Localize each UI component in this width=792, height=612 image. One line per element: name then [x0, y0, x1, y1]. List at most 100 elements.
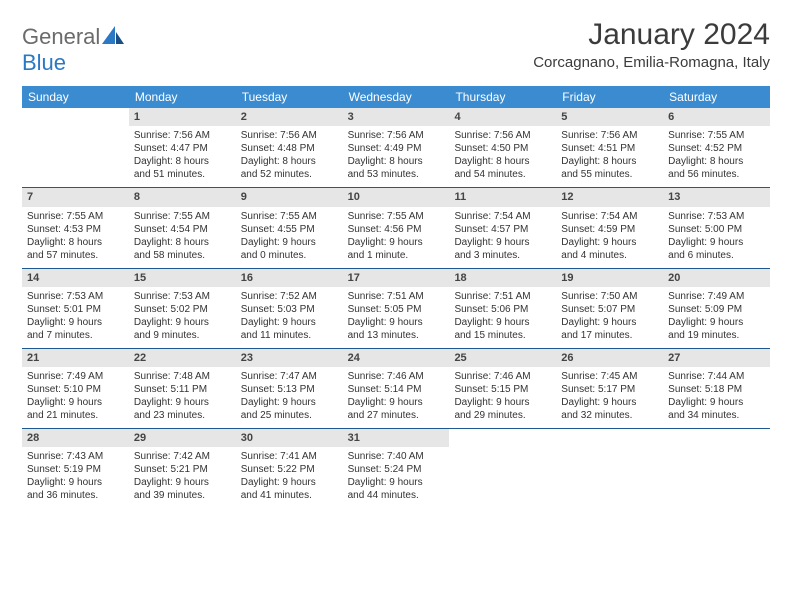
day-cell: 3Sunrise: 7:56 AMSunset: 4:49 PMDaylight… [343, 108, 450, 187]
day-number: 22 [129, 349, 236, 367]
daylight-text-1: Daylight: 9 hours [454, 316, 551, 329]
day-cell: 1 Sunrise: 7:56 AMSunset: 4:47 PMDaylight… [129, 108, 236, 187]
title-block: January 2024 Corcagnano, Emilia-Romagna,… [533, 18, 770, 71]
daylight-text-2: and 55 minutes. [561, 168, 658, 181]
sunset-text: Sunset: 5:02 PM [134, 303, 231, 316]
weeks-container: 1Sunrise: 7:56 AMSunset: 4:47 PMDaylight… [22, 108, 770, 508]
day-cell: 2Sunrise: 7:56 AMSunset: 4:48 PMDaylight… [236, 108, 343, 187]
day-cell: 7Sunrise: 7:55 AMSunset: 4:53 PMDaylight… [22, 188, 129, 267]
daylight-text-2: and 53 minutes. [348, 168, 445, 181]
day-number: 14 [22, 269, 129, 287]
day-cell: 19Sunrise: 7:50 AMSunset: 5:07 PMDayligh… [556, 269, 663, 348]
daylight-text-2: and 57 minutes. [27, 249, 124, 262]
daylight-text-2: and 7 minutes. [27, 329, 124, 342]
day-number: 17 [343, 269, 450, 287]
sunset-text: Sunset: 4:56 PM [348, 223, 445, 236]
day-number: 28 [22, 429, 129, 447]
sunrise-text: Sunrise: 7:46 AM [348, 370, 445, 383]
sunset-text: Sunset: 5:24 PM [348, 463, 445, 476]
day-header-cell: Friday [556, 86, 663, 108]
day-number: 27 [663, 349, 770, 367]
day-cell [556, 429, 663, 508]
daylight-text-1: Daylight: 8 hours [454, 155, 551, 168]
sunrise-text: Sunrise: 7:55 AM [27, 210, 124, 223]
sunset-text: Sunset: 4:47 PM [134, 142, 231, 155]
daylight-text-1: Daylight: 8 hours [348, 155, 445, 168]
sunset-text: Sunset: 5:19 PM [27, 463, 124, 476]
sunrise-text: Sunrise: 7:49 AM [668, 290, 765, 303]
daylight-text-2: and 36 minutes. [27, 489, 124, 502]
day-cell: 18Sunrise: 7:51 AMSunset: 5:06 PMDayligh… [449, 269, 556, 348]
sunrise-text: Sunrise: 7:56 AM [134, 129, 231, 142]
day-number: 26 [556, 349, 663, 367]
sunset-text: Sunset: 4:59 PM [561, 223, 658, 236]
sunrise-text: Sunrise: 7:53 AM [134, 290, 231, 303]
daylight-text-2: and 17 minutes. [561, 329, 658, 342]
day-cell: 9Sunrise: 7:55 AMSunset: 4:55 PMDaylight… [236, 188, 343, 267]
daylight-text-1: Daylight: 9 hours [134, 396, 231, 409]
sunset-text: Sunset: 5:10 PM [27, 383, 124, 396]
daylight-text-2: and 21 minutes. [27, 409, 124, 422]
week-row: 28Sunrise: 7:43 AMSunset: 5:19 PMDayligh… [22, 429, 770, 508]
sunset-text: Sunset: 5:05 PM [348, 303, 445, 316]
sunrise-text: Sunrise: 7:52 AM [241, 290, 338, 303]
day-number: 16 [236, 269, 343, 287]
daylight-text-2: and 58 minutes. [134, 249, 231, 262]
daylight-text-2: and 27 minutes. [348, 409, 445, 422]
daylight-text-2: and 15 minutes. [454, 329, 551, 342]
day-cell: 11Sunrise: 7:54 AMSunset: 4:57 PMDayligh… [449, 188, 556, 267]
day-header-cell: Saturday [663, 86, 770, 108]
day-header-cell: Thursday [449, 86, 556, 108]
day-number: 13 [663, 188, 770, 206]
day-cell [449, 429, 556, 508]
daylight-text-1: Daylight: 9 hours [668, 396, 765, 409]
daylight-text-1: Daylight: 9 hours [668, 236, 765, 249]
day-cell: 16 Sunrise: 7:52 AMSunset: 5:03 PMDayligh… [236, 269, 343, 348]
daylight-text-2: and 39 minutes. [134, 489, 231, 502]
sunrise-text: Sunrise: 7:51 AM [454, 290, 551, 303]
daylight-text-2: and 9 minutes. [134, 329, 231, 342]
day-cell: 5Sunrise: 7:56 AMSunset: 4:51 PMDaylight… [556, 108, 663, 187]
daylight-text-2: and 41 minutes. [241, 489, 338, 502]
day-cell: 10Sunrise: 7:55 AMSunset: 4:56 PMDayligh… [343, 188, 450, 267]
sunset-text: Sunset: 5:11 PM [134, 383, 231, 396]
sunset-text: Sunset: 4:52 PM [668, 142, 765, 155]
day-header-cell: Monday [129, 86, 236, 108]
day-number: 21 [22, 349, 129, 367]
day-cell: 21Sunrise: 7:49 AMSunset: 5:10 PMDayligh… [22, 349, 129, 428]
day-header-cell: Wednesday [343, 86, 450, 108]
sunset-text: Sunset: 5:09 PM [668, 303, 765, 316]
day-number: 20 [663, 269, 770, 287]
daylight-text-1: Daylight: 9 hours [348, 316, 445, 329]
sunset-text: Sunset: 4:51 PM [561, 142, 658, 155]
daylight-text-2: and 13 minutes. [348, 329, 445, 342]
sunrise-text: Sunrise: 7:56 AM [561, 129, 658, 142]
day-number: 3 [343, 108, 450, 126]
month-title: January 2024 [533, 18, 770, 52]
day-cell: 25Sunrise: 7:46 AMSunset: 5:15 PMDayligh… [449, 349, 556, 428]
week-row: 14Sunrise: 7:53 AMSunset: 5:01 PMDayligh… [22, 269, 770, 349]
sunset-text: Sunset: 5:15 PM [454, 383, 551, 396]
sunset-text: Sunset: 5:03 PM [241, 303, 338, 316]
week-row: 1Sunrise: 7:56 AMSunset: 4:47 PMDaylight… [22, 108, 770, 188]
sunrise-text: Sunrise: 7:54 AM [561, 210, 658, 223]
daylight-text-1: Daylight: 9 hours [561, 236, 658, 249]
day-cell: 29Sunrise: 7:42 AMSunset: 5:21 PMDayligh… [129, 429, 236, 508]
daylight-text-2: and 25 minutes. [241, 409, 338, 422]
sunrise-text: Sunrise: 7:50 AM [561, 290, 658, 303]
sunset-text: Sunset: 4:57 PM [454, 223, 551, 236]
daylight-text-1: Daylight: 9 hours [241, 316, 338, 329]
daylight-text-1: Daylight: 8 hours [134, 155, 231, 168]
day-number: 1 [129, 108, 236, 126]
logo-sail-icon [102, 24, 124, 50]
daylight-text-2: and 0 minutes. [241, 249, 338, 262]
day-number: 2 [236, 108, 343, 126]
sunrise-text: Sunrise: 7:40 AM [348, 450, 445, 463]
day-number: 18 [449, 269, 556, 287]
sunset-text: Sunset: 4:49 PM [348, 142, 445, 155]
daylight-text-1: Daylight: 9 hours [241, 396, 338, 409]
sunrise-text: Sunrise: 7:55 AM [241, 210, 338, 223]
sunset-text: Sunset: 5:07 PM [561, 303, 658, 316]
daylight-text-2: and 56 minutes. [668, 168, 765, 181]
sunrise-text: Sunrise: 7:55 AM [134, 210, 231, 223]
